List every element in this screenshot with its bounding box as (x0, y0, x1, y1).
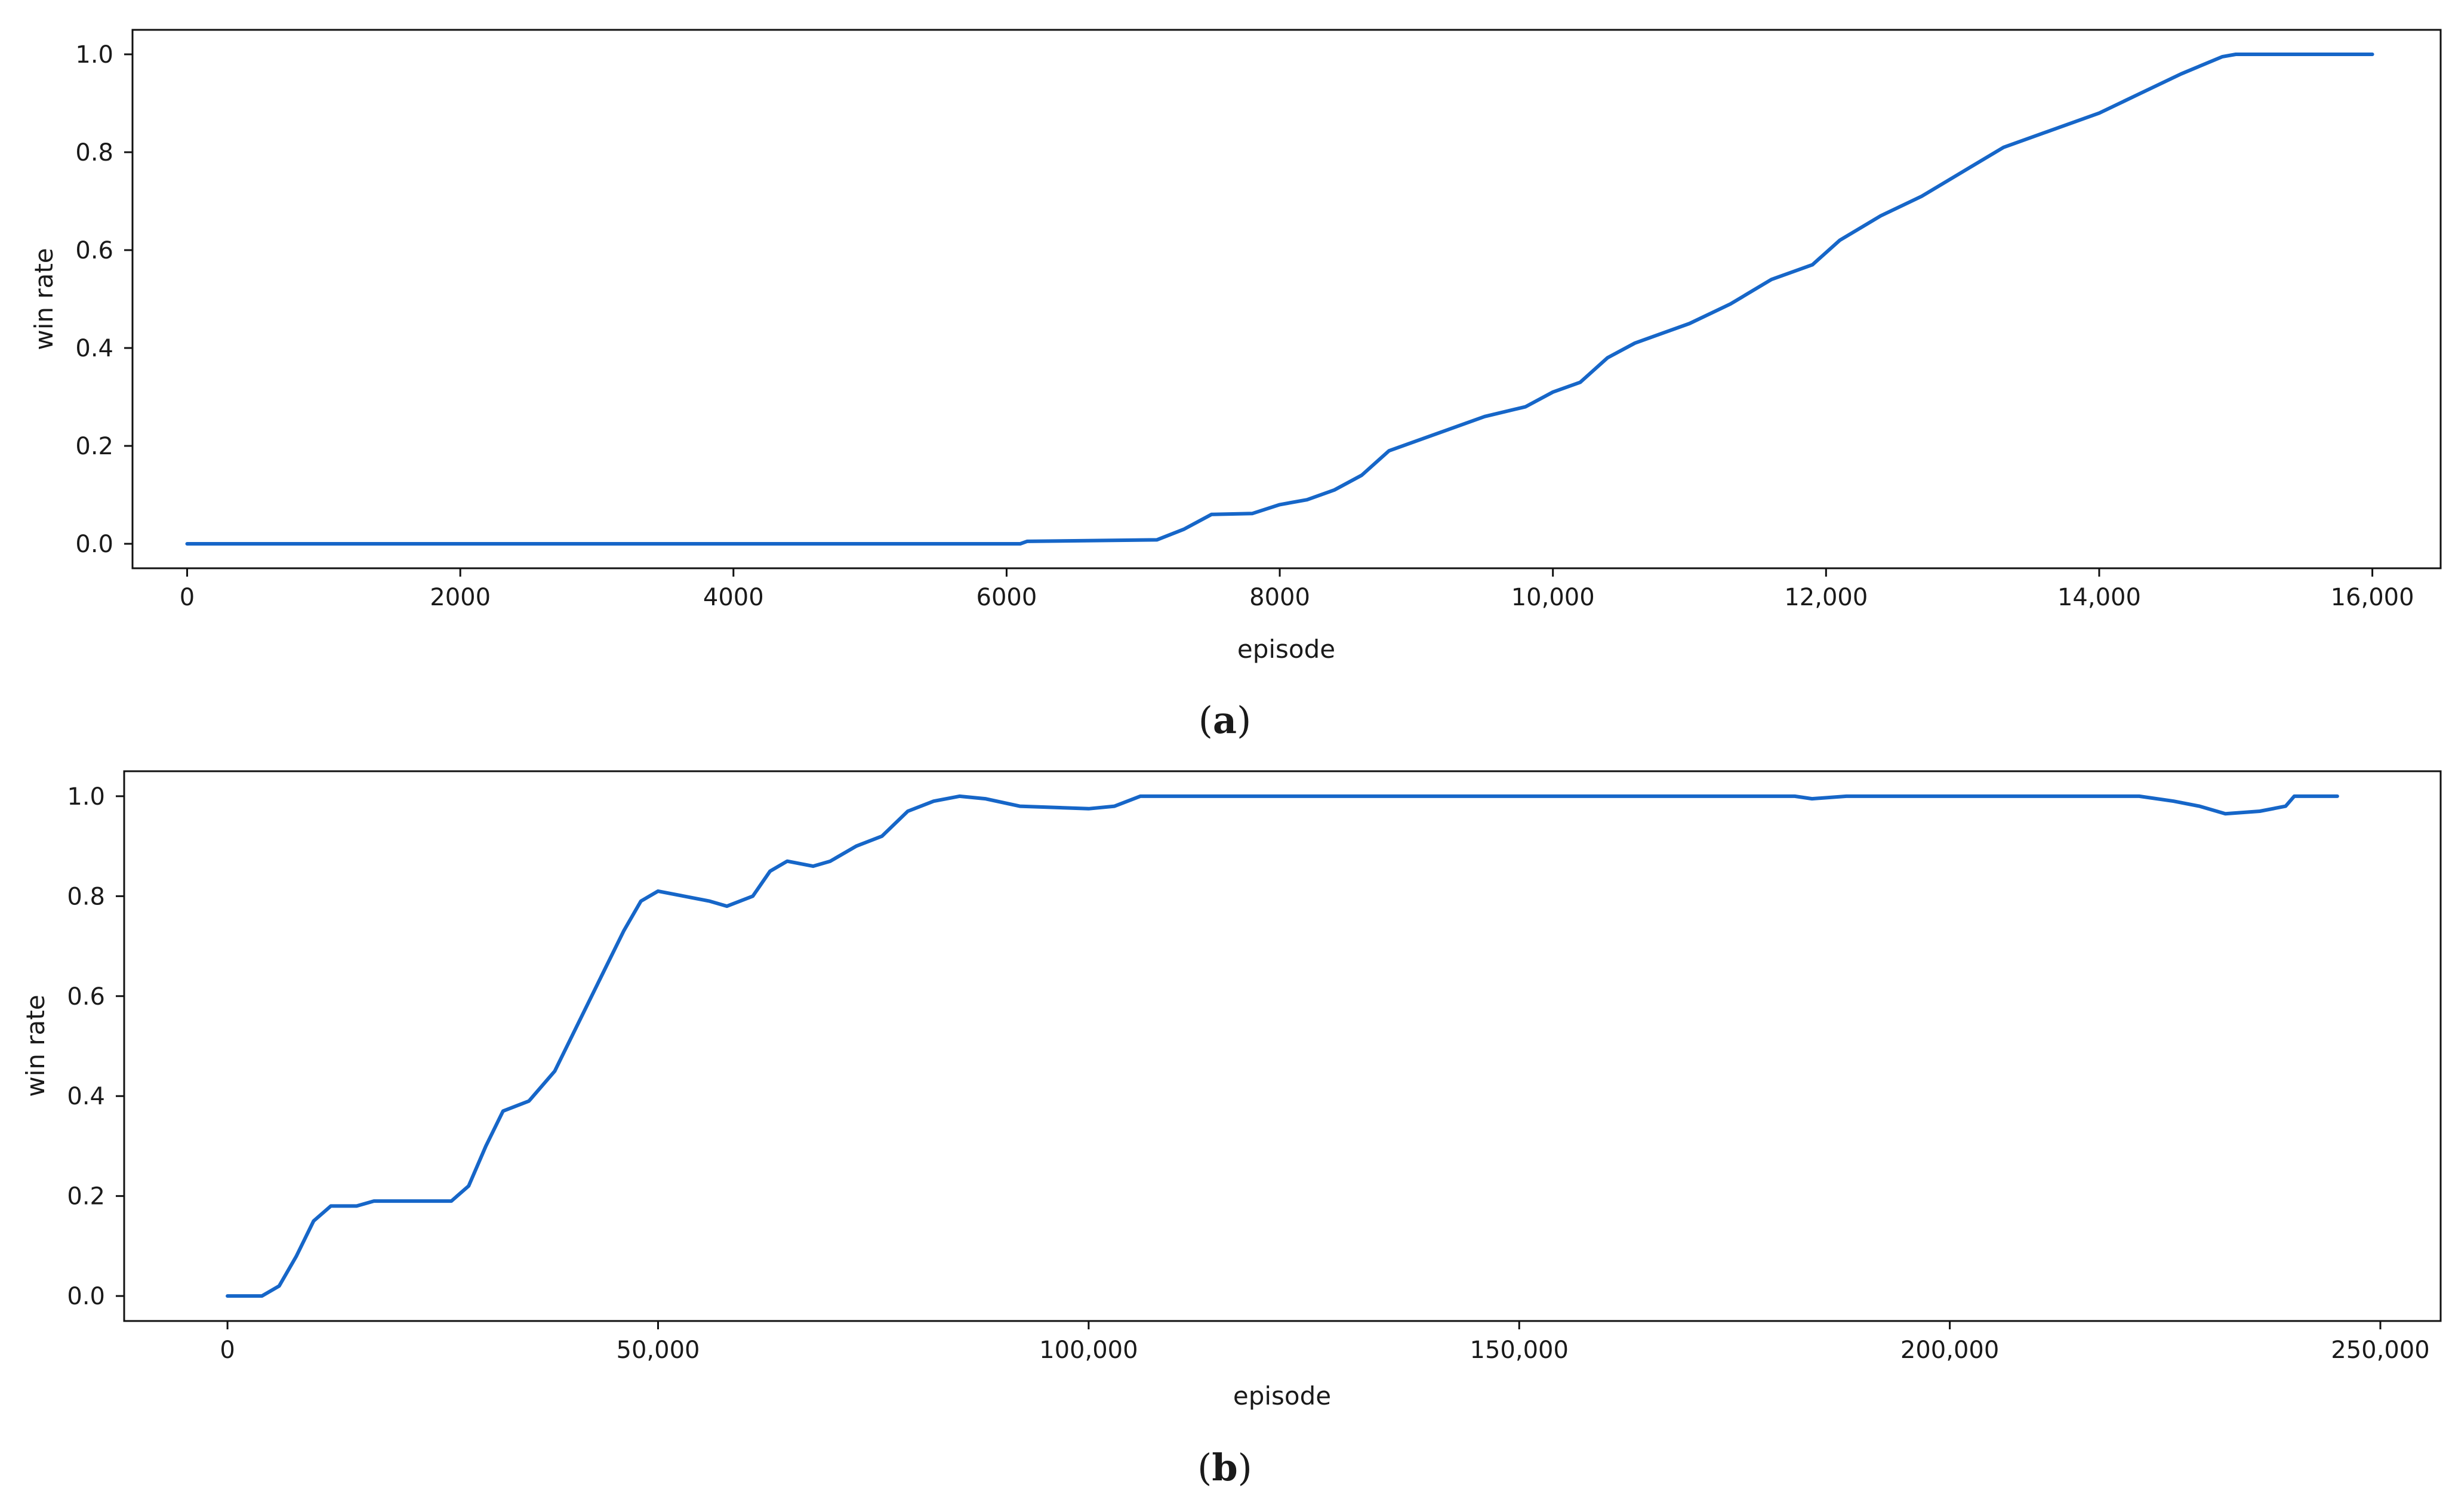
chart-a-x-tick-label: 12,000 (1784, 584, 1868, 611)
chart-b-y-tick-label: 0.8 (67, 883, 105, 910)
chart-a-xlabel: episode (1237, 635, 1335, 664)
chart-b-series-line (226, 794, 2339, 1298)
chart-b-x-tick-label: 200,000 (1900, 1337, 1999, 1364)
chart-b-y-tick-label: 0.2 (67, 1183, 105, 1211)
chart-b-x-tick-label: 0 (220, 1337, 235, 1364)
chart-a-frame (131, 29, 2442, 569)
chart-a-y-tick-label: 0.0 (75, 531, 113, 558)
chart-a-x-tick-label: 2000 (430, 584, 491, 611)
chart-b: 0 50,000 100,000 150,000 200,000 250,000 0.00… (21, 770, 2442, 1489)
chart-a-x-tick-label: 4000 (703, 584, 764, 611)
chart-a-y-tick-label: 0.4 (75, 335, 113, 362)
chart-a-ylabel: win rate (29, 248, 58, 350)
chart-a-x-tick-label: 0 (180, 584, 195, 611)
chart-a-y-tick-label: 1.0 (75, 41, 113, 69)
chart-a-x-tick-label: 16,000 (2331, 584, 2414, 611)
chart-b-caption-letter: b (1212, 1446, 1237, 1489)
chart-a-y-tick-label: 0.2 (75, 433, 113, 460)
chart-b-x-ticks: 0 50,000 100,000 150,000 200,000 250,000 (220, 1321, 2430, 1364)
chart-b-y-tick-label: 1.0 (67, 783, 105, 811)
chart-a-series-line (185, 53, 2374, 546)
chart-b-y-tick-label: 0.4 (67, 1083, 105, 1110)
chart-a-y-tick-label: 0.8 (75, 139, 113, 167)
chart-b-xlabel: episode (1233, 1381, 1331, 1411)
chart-b-y-tick-label: 0.6 (67, 983, 105, 1011)
chart-a-caption-letter: a (1213, 698, 1237, 742)
chart-b-ylabel: win rate (21, 994, 50, 1097)
chart-a-x-tick-label: 10,000 (1511, 584, 1595, 611)
chart-b-x-tick-label: 150,000 (1470, 1337, 1569, 1364)
chart-a: 0 2000 4000 6000 8000 10,000 12,000 14,000 16,00… (29, 29, 2442, 742)
chart-b-series-group (226, 794, 2339, 1298)
chart-a-caption: (a) (1199, 698, 1252, 742)
chart-b-caption: (b) (1197, 1446, 1252, 1489)
chart-a-y-ticks: 0.0 0.2 0.4 0.6 0.8 1.0 (75, 41, 133, 558)
chart-a-x-tick-label: 6000 (976, 584, 1037, 611)
chart-b-y-ticks: 0.0 0.2 0.4 0.6 0.8 1.0 (67, 783, 124, 1310)
chart-b-x-tick-label: 100,000 (1039, 1337, 1138, 1364)
chart-b-y-tick-label: 0.0 (67, 1283, 105, 1310)
chart-a-x-ticks: 0 2000 4000 6000 8000 10,000 12,000 14,000 16,00… (180, 568, 2414, 611)
chart-b-x-tick-label: 250,000 (2331, 1337, 2429, 1364)
chart-a-y-tick-label: 0.6 (75, 237, 113, 264)
chart-b-frame (123, 770, 2442, 1322)
chart-a-series-group (185, 53, 2374, 546)
chart-a-x-tick-label: 14,000 (2057, 584, 2141, 611)
chart-b-x-tick-label: 50,000 (617, 1337, 700, 1364)
chart-a-x-tick-label: 8000 (1249, 584, 1310, 611)
